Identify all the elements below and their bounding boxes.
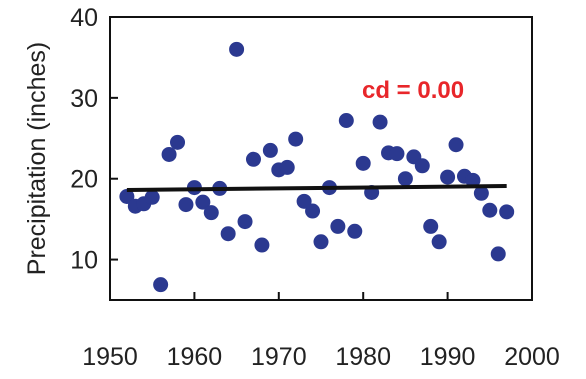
data-point (144, 189, 160, 205)
data-point (482, 202, 498, 218)
x-tick-label: 1970 (251, 343, 307, 371)
data-point (397, 171, 413, 187)
data-point (170, 134, 186, 150)
data-point (355, 155, 371, 171)
data-point (372, 114, 388, 130)
data-point (448, 137, 464, 153)
data-point (338, 112, 354, 128)
y-tick-label: 10 (70, 247, 98, 275)
data-point (254, 237, 270, 253)
data-point (389, 146, 405, 162)
data-point (245, 151, 261, 167)
data-point (279, 159, 295, 175)
data-point (465, 172, 481, 188)
data-point (414, 158, 430, 174)
y-tick-label: 20 (70, 166, 98, 194)
data-point (178, 197, 194, 213)
axis-ticks (109, 16, 533, 300)
data-point (119, 189, 135, 205)
data-point (195, 194, 211, 210)
data-points (119, 41, 515, 293)
data-point (423, 218, 439, 234)
y-tick-label: 30 (70, 85, 98, 113)
trend-line (126, 183, 507, 193)
data-point (220, 226, 236, 242)
x-tick-label: 1980 (335, 343, 391, 371)
cd-annotation: cd = 0.00 (362, 77, 464, 104)
y-axis-title: Precipitation (inches) (23, 42, 51, 275)
data-point (490, 246, 506, 262)
data-point (153, 277, 169, 293)
x-tick-label: 1990 (420, 343, 476, 371)
data-point (229, 41, 245, 57)
data-point (161, 146, 177, 162)
x-tick-label: 1950 (82, 343, 138, 371)
data-point (305, 203, 321, 219)
data-point (473, 185, 489, 201)
plot-frame (109, 16, 533, 301)
data-point (440, 169, 456, 185)
axis-tick-labels: 1950 1960 1970 1980 1990 2000 10 20 30 40 (70, 4, 560, 371)
x-tick-label: 2000 (504, 343, 560, 371)
data-point (347, 223, 363, 239)
y-tick-label: 40 (70, 4, 98, 32)
data-point (288, 131, 304, 147)
data-point (431, 234, 447, 250)
data-point (296, 193, 312, 209)
data-point (262, 142, 278, 158)
data-point (330, 218, 346, 234)
data-point (313, 234, 329, 250)
x-tick-label: 1960 (167, 343, 223, 371)
data-point (499, 204, 515, 220)
data-point (237, 214, 253, 230)
data-point (203, 205, 219, 221)
